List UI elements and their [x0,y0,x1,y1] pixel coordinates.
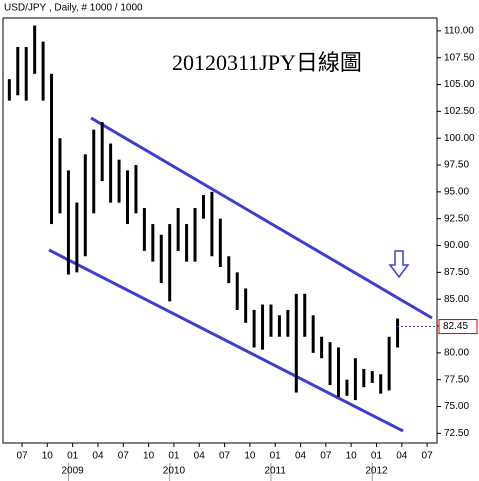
price-bar [286,309,290,337]
price-bar [66,170,70,275]
x-tick-label: 01 [168,451,180,462]
x-tick-label: 10 [143,451,155,462]
y-tick-label: 80.00 [444,347,469,358]
price-bar [244,288,248,323]
y-tick-label: 97.50 [444,160,469,171]
x-tick-label: 07 [16,451,28,462]
y-tick-label: 102.50 [444,106,475,117]
price-bar [227,256,231,284]
x-tick-label: 07 [422,451,434,462]
price-bar [185,224,189,262]
y-tick-label: 72.50 [444,428,469,439]
price-bar [201,195,205,219]
x-tick-label: 04 [92,451,104,462]
y-tick-label: 110.00 [444,26,474,37]
price-bar [396,318,400,348]
price-bar [252,309,256,348]
x-tick-label: 04 [194,451,206,462]
price-bar [7,79,11,101]
x-tick-label: 07 [219,451,231,462]
price-bar [328,342,332,386]
price-bar [151,224,155,262]
y-tick-label: 100.00 [444,133,475,144]
price-bar [294,293,298,393]
price-bar [109,143,113,203]
x-tick-label: 04 [295,451,307,462]
price-bar [50,73,54,225]
price-bar [75,202,79,273]
price-bar [117,159,121,203]
price-bar [387,336,391,391]
last-price-label: 82.45 [443,321,468,332]
x-tick-label: 04 [396,451,408,462]
x-tick-label: 01 [270,451,282,462]
y-tick-label: 87.50 [444,267,469,278]
x-tick-label: 10 [346,451,358,462]
plot-frame [2,17,438,444]
price-bar [320,336,324,359]
year-label: 2011 [264,466,286,477]
price-bar [303,293,307,337]
price-bar [379,374,383,394]
price-bar [353,358,357,401]
price-bar [83,154,87,257]
price-bar [311,315,315,353]
y-tick-label: 77.50 [444,374,469,385]
x-tick-label: 01 [67,451,79,462]
y-tick-label: 90.00 [444,240,469,251]
y-tick-label: 95.00 [444,187,469,198]
price-bar [33,25,37,74]
price-bar [100,122,104,182]
x-tick-label: 01 [371,451,383,462]
channel-lower [48,248,404,433]
x-tick-label: 10 [244,451,256,462]
price-bar [58,138,62,214]
price-bar [362,368,366,388]
year-label: 2010 [163,466,186,477]
price-bar [345,379,349,396]
price-bar [159,234,163,284]
price-bar [370,371,374,383]
x-tick-label: 07 [118,451,130,462]
y-tick-label: 85.00 [444,294,469,305]
y-tick-label: 92.50 [444,213,469,224]
price-bar [92,129,96,214]
price-bar [24,46,28,101]
price-bar [218,218,222,267]
chart-title: USD/JPY , Daily, # 1000 / 1000 [4,3,143,14]
price-bar [193,207,197,262]
price-bar [261,304,265,350]
price-bar [269,304,273,337]
x-tick-label: 07 [320,451,332,462]
price-bar [210,191,214,257]
price-bar [16,46,20,96]
price-bar [235,272,239,310]
annotation: 20120311JPY日線圖 [172,50,362,75]
year-label: 2009 [62,466,85,477]
y-tick-label: 107.50 [444,52,475,63]
channel-upper [90,116,433,320]
arrow [388,250,410,279]
price-bar [168,224,172,302]
price-bar [176,207,180,251]
y-tick-label: 105.00 [444,79,475,90]
price-bar [277,315,281,337]
y-tick-label: 75.00 [444,401,469,412]
price-bar [142,207,146,251]
price-bar [337,347,340,397]
year-label: 2012 [365,466,388,477]
price-bar [134,165,138,214]
x-tick-label: 10 [42,451,54,462]
last-price-box [438,319,478,335]
price-bar [126,170,129,225]
price-bar [41,41,45,101]
